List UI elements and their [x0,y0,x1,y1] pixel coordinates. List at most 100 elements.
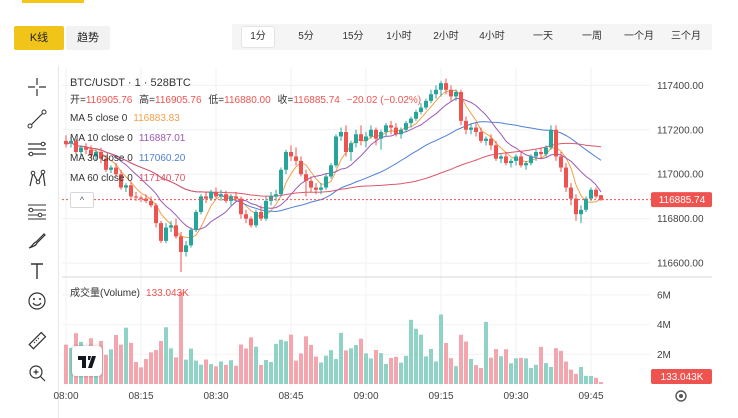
volume-bar [239,344,243,384]
tab-trend[interactable]: 趋势 [66,26,110,50]
interval-5min[interactable]: 5分 [298,31,314,42]
volume-bar [549,366,553,384]
candle-body [384,125,388,132]
volume-bar [349,348,353,384]
candle-body [194,212,198,230]
volume-bar [324,355,328,384]
interval-1week[interactable]: 一周 [582,31,602,42]
drawing-toolbar [14,66,60,418]
candle-body [229,196,233,201]
interval-1hour[interactable]: 1小时 [386,31,412,42]
pattern-icon[interactable] [26,168,48,190]
candle-body [414,112,418,119]
candle-body [159,223,163,241]
price-tick-label: 117000.00 [657,170,704,181]
candle-body [429,94,433,101]
interval-1min[interactable]: 1分 [242,27,274,47]
brush-icon[interactable] [26,230,48,252]
volume-bar [144,359,148,384]
candle-body [344,132,348,152]
volume-bar [599,382,603,384]
candle-body [164,227,168,241]
volume-bar [559,350,563,384]
volume-bar [564,361,568,384]
top-bar: K线 趋势 1分 5分 15分 1小时 2小时 4小时 一天 一周 一个月 三个… [0,0,738,62]
low-label: 低= [208,93,224,106]
volume-bar [104,354,108,384]
candle-body [294,156,298,161]
candle-body [439,83,443,90]
candle-body [149,200,153,206]
volume-bar [214,366,218,384]
time-tick-label: 09:00 [353,391,378,402]
interval-3month[interactable]: 三个月 [671,31,701,42]
ohlc-readout: 开=116905.76 高=116905.76 低=116880.00 收=11… [70,93,421,106]
candle-body [474,127,478,132]
tradingview-logo [72,346,102,376]
parallel-lines-icon[interactable] [26,138,48,160]
close-value: 116885.74 [293,95,340,106]
interval-1day[interactable]: 一天 [533,31,553,42]
volume-bar [189,348,193,384]
volume-bar [219,361,223,384]
candle-body [79,147,83,152]
trend-line-icon[interactable] [26,108,48,130]
volume-bar [109,349,113,384]
tab-kline[interactable]: K线 [14,26,64,50]
candle-body [469,127,473,130]
candle-body [74,140,78,152]
candle-body [314,187,318,190]
text-icon[interactable] [26,260,48,282]
volume-tick-label: 6M [657,290,671,301]
volume-bar [454,366,458,384]
candle-body [309,180,313,188]
interval-2hour[interactable]: 2小时 [433,31,459,42]
candle-body [574,198,578,215]
crosshair-icon[interactable] [26,76,48,98]
time-tick-label: 09:15 [428,391,453,402]
volume-bar [569,369,573,384]
volume-bar [229,360,233,384]
volume-bar [334,359,338,384]
close-label: 收= [277,93,293,106]
volume-bar [64,344,68,384]
candle-body [124,185,128,188]
volume-bar [199,364,203,384]
emoji-icon[interactable] [26,290,48,312]
candle-body [349,143,353,152]
settings-gear-icon[interactable] [674,389,688,403]
zoom-in-icon[interactable] [26,362,48,384]
volume-bar [289,334,293,384]
interval-4hour[interactable]: 4小时 [479,31,505,42]
volume-bar [149,352,153,384]
fib-retracement-icon[interactable] [26,200,48,222]
candle-body [169,225,173,228]
candle-body [584,198,588,210]
candle-body [109,167,113,170]
volume-bar [384,363,388,384]
volume-badge-text: 133.043K [661,372,704,383]
candle-body [104,158,108,170]
volume-bar [389,358,393,384]
volume-bar [369,358,373,384]
volume-bar [309,344,313,384]
price-badge [651,192,712,208]
candle-body [154,205,158,224]
collapse-legend-button[interactable]: ^ [70,192,94,208]
ruler-icon[interactable] [26,330,48,352]
ma60-legend: MA 60 close 0 117140.70 [70,173,186,184]
ma5-legend: MA 5 close 0 116883.83 [70,113,180,124]
candle-body [424,100,428,108]
volume-bar [354,345,358,384]
volume-bar [379,353,383,384]
volume-bar [139,367,143,384]
volume-bar [594,377,598,384]
interval-1month[interactable]: 一个月 [624,31,654,42]
candle-body [499,156,503,159]
candle-body [484,138,488,141]
price-tick-label: 117400.00 [657,81,704,92]
candle-body [359,134,363,141]
interval-15min[interactable]: 15分 [342,31,364,42]
candle-body [264,200,268,219]
